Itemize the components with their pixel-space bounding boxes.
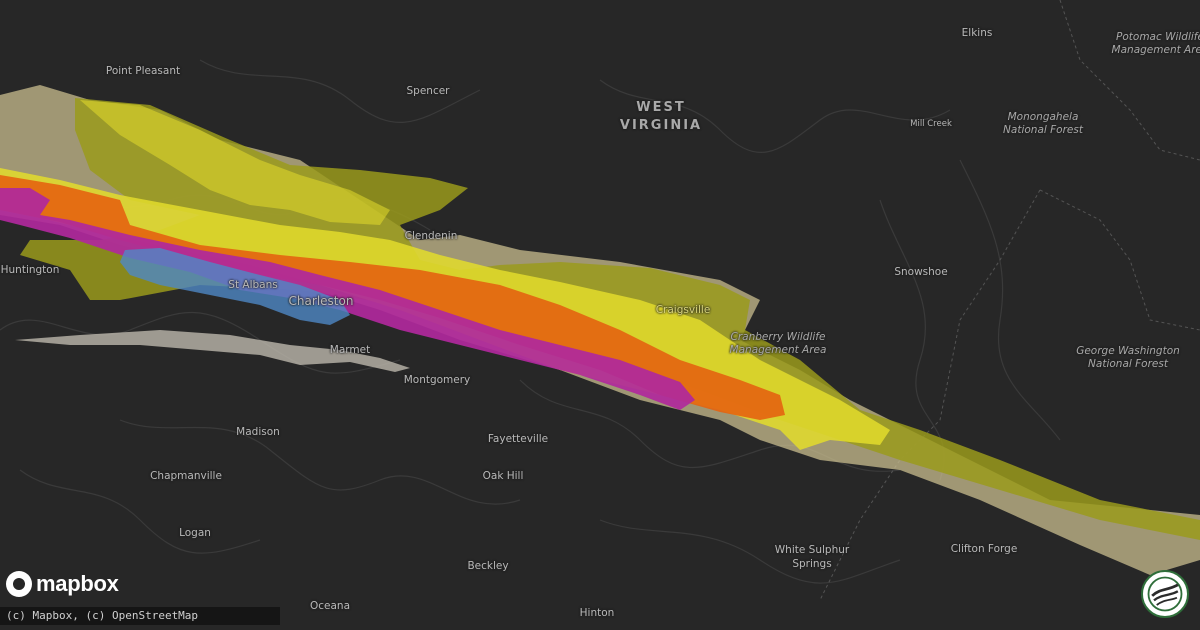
swath-gray — [15, 330, 410, 372]
place-fayetteville: Fayetteville — [487, 433, 549, 445]
place-st-albans: St Albans — [228, 279, 278, 291]
place-hinton: Hinton — [579, 607, 615, 619]
region-label-line1: WEST — [636, 100, 686, 115]
place-elkins: Elkins — [961, 27, 993, 39]
place-oceana: Oceana — [309, 600, 351, 612]
region-label: WEST VIRGINIA — [620, 99, 702, 135]
place-beckley: Beckley — [467, 560, 509, 572]
place-clendenin: Clendenin — [404, 230, 458, 242]
place-montgomery: Montgomery — [403, 374, 471, 386]
park-monongahela: Monongahela National Forest — [1003, 111, 1083, 137]
place-marmet: Marmet — [329, 344, 371, 356]
swath-yellow-upper — [80, 100, 390, 225]
place-white-sulphur-springs: White Sulphur Springs — [767, 543, 857, 571]
place-point-pleasant: Point Pleasant — [105, 65, 181, 77]
mapbox-logo-text: mapbox — [36, 571, 119, 596]
park-potomac-wildlife: Potomac Wildlife Management Area — [1112, 31, 1200, 57]
park-george-washington-line1: George Washington — [1076, 345, 1180, 357]
mapbox-logo[interactable]: mapbox — [6, 570, 119, 598]
park-cranberry-line2: Management Area — [729, 344, 827, 356]
park-cranberry-line1: Cranberry Wildlife — [730, 331, 826, 343]
park-potomac-line1: Potomac Wildlife — [1116, 31, 1200, 43]
park-potomac-line2: Management Area — [1111, 44, 1200, 56]
park-monongahela-line2: National Forest — [1003, 124, 1083, 136]
park-monongahela-line1: Monongahela — [1007, 111, 1079, 123]
place-clifton-forge: Clifton Forge — [950, 543, 1018, 555]
place-oak-hill: Oak Hill — [482, 470, 524, 482]
park-george-washington: George Washington National Forest — [1076, 345, 1180, 371]
place-logan: Logan — [179, 527, 211, 539]
swath-blue — [120, 248, 350, 325]
region-label-line2: VIRGINIA — [619, 118, 703, 133]
place-white-sulphur-springs-label: White Sulphur Springs — [774, 544, 850, 570]
mapbox-mark-icon — [6, 571, 32, 597]
place-madison: Madison — [236, 426, 280, 438]
park-george-washington-line2: National Forest — [1088, 358, 1168, 370]
place-mill-creek: Mill Creek — [910, 119, 952, 129]
place-charleston: Charleston — [288, 294, 354, 308]
place-snowshoe: Snowshoe — [894, 266, 948, 278]
swath-magenta — [0, 188, 695, 410]
place-craigsville: Craigsville — [655, 304, 711, 316]
park-cranberry: Cranberry Wildlife Management Area — [730, 331, 827, 357]
place-spencer: Spencer — [406, 85, 450, 97]
place-huntington: Huntington — [0, 264, 60, 276]
brand-badge-icon — [1141, 570, 1189, 618]
place-chapmanville: Chapmanville — [150, 470, 222, 482]
attribution[interactable]: (c) Mapbox, (c) OpenStreetMap — [0, 607, 280, 625]
